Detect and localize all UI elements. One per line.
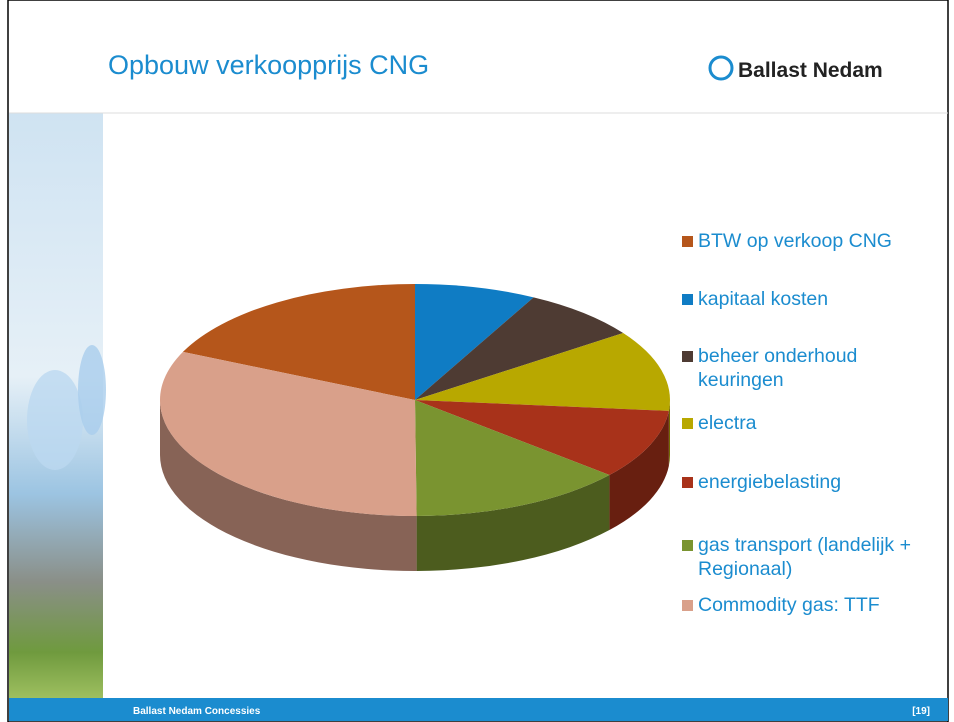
legend-label: Commodity gas: TTF: [698, 593, 880, 617]
pie: [160, 284, 670, 571]
legend-item: Commodity gas: TTF: [682, 593, 947, 617]
legend-swatch: [682, 236, 693, 247]
legend-swatch: [682, 351, 693, 362]
legend-label: BTW op verkoop CNG: [698, 229, 892, 253]
slide: Opbouw verkoopprijs CNG Ballast Nedam Ba…: [0, 0, 954, 722]
logo-icon: [710, 57, 732, 79]
legend-label: kapitaal kosten: [698, 287, 828, 311]
legend-label: beheer onderhoud keuringen: [698, 344, 898, 392]
legend-label: energiebelasting: [698, 470, 841, 494]
legend-label: gas transport (landelijk + Regionaal): [698, 533, 947, 581]
tree: [78, 345, 106, 435]
legend-swatch: [682, 294, 693, 305]
legend-item: kapitaal kosten: [682, 287, 947, 311]
legend-item: energiebelasting: [682, 470, 947, 494]
legend-swatch: [682, 418, 693, 429]
legend-item: BTW op verkoop CNG: [682, 229, 947, 253]
legend-item: electra: [682, 411, 947, 435]
footer-right: [19]: [912, 706, 930, 717]
legend-swatch: [682, 477, 693, 488]
legend-item: gas transport (landelijk + Regionaal): [682, 533, 947, 581]
legend-label: electra: [698, 411, 757, 435]
legend-swatch: [682, 600, 693, 611]
legend-item: beheer onderhoud keuringen: [682, 344, 947, 392]
footer-left: Ballast Nedam Concessies: [133, 706, 261, 717]
logo-text: Ballast Nedam: [738, 59, 883, 82]
tree: [27, 370, 83, 470]
title: Opbouw verkoopprijs CNG: [108, 50, 429, 80]
legend-swatch: [682, 540, 693, 551]
